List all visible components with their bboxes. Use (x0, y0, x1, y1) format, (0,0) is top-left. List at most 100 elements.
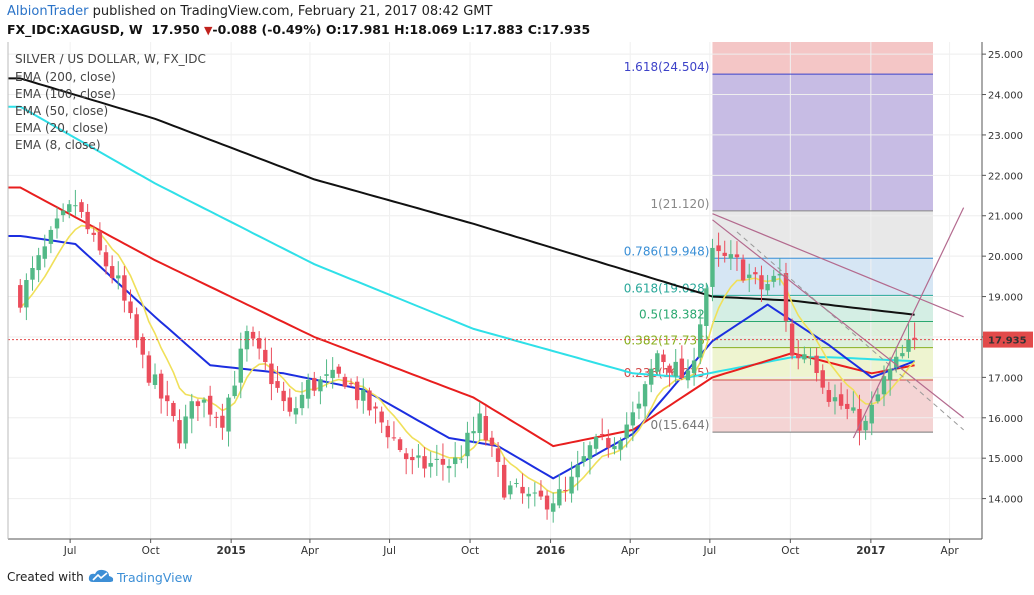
candle-body (452, 457, 458, 465)
candle-body (808, 356, 813, 358)
candle-body (802, 354, 807, 360)
tradingview-link[interactable]: TradingView (117, 570, 193, 585)
candle-body (60, 210, 66, 216)
candle-body (495, 448, 501, 462)
x-tick-label: 2017 (856, 545, 885, 557)
candle-body (820, 370, 825, 388)
candle-body (36, 255, 41, 271)
candle-body (863, 420, 868, 431)
candle-body (710, 247, 715, 287)
candle-body (526, 493, 531, 497)
fib-label-0.5: 0.5(18.382) (639, 308, 709, 322)
candle-body (434, 458, 440, 460)
candle-body (379, 411, 384, 423)
low-label: L: (462, 22, 476, 37)
candle-body (514, 482, 519, 484)
candle-body (244, 331, 250, 350)
candle-body (177, 420, 182, 444)
tradingview-cloud-icon (88, 569, 114, 582)
candle-body (550, 503, 556, 512)
publish-header: AlbionTrader published on TradingView.co… (0, 0, 1034, 42)
candle-body (109, 266, 115, 279)
candle-body (403, 453, 409, 460)
candle-body (728, 254, 734, 259)
candle-body (483, 416, 489, 441)
y-tick-label: 19.000 (988, 293, 1023, 304)
candle-body (134, 314, 139, 341)
candle-body (342, 376, 348, 387)
candle-body (630, 412, 636, 426)
candle-body (103, 252, 109, 267)
candle-body (97, 231, 103, 251)
candle-body (48, 229, 54, 244)
candle-body (557, 489, 562, 506)
candle-body (336, 366, 341, 374)
candle-body (305, 379, 311, 399)
candle-body (587, 445, 593, 459)
candle-body (220, 415, 225, 428)
fib-extension-zone (712, 74, 933, 211)
down-arrow-icon: ▼ (203, 24, 213, 37)
fib-label-0: 0(15.644) (650, 418, 709, 432)
candle-body (667, 365, 672, 373)
candle-body (777, 273, 783, 276)
candle-body (636, 403, 642, 409)
fib-zone (712, 258, 933, 296)
x-tick-label: 2016 (536, 545, 565, 557)
candle-body (440, 458, 446, 465)
candle-body (397, 439, 403, 451)
candle-body (906, 339, 911, 352)
candle-body (796, 354, 801, 359)
candle-body (881, 376, 887, 395)
price-tag-label: 17.935 (988, 336, 1027, 347)
trendline[interactable] (712, 219, 964, 419)
author-link[interactable]: AlbionTrader (7, 4, 89, 19)
candle-body (373, 406, 378, 409)
candle-body (293, 408, 299, 415)
y-tick-label: 23.000 (988, 131, 1023, 142)
candle-body (183, 416, 188, 444)
candle-body (655, 353, 660, 372)
axes: 14.00015.00016.00017.00018.00019.00020.0… (7, 42, 1033, 557)
x-tick-label: Jul (703, 545, 717, 557)
candle-body (477, 413, 482, 433)
trendlines[interactable] (712, 207, 965, 439)
trendline[interactable] (852, 207, 965, 439)
candle-body (171, 402, 176, 417)
close-value: 17.935 (541, 22, 591, 37)
candle-body (538, 490, 544, 497)
fib-zone (712, 295, 933, 322)
candle-body (269, 363, 274, 385)
trendline[interactable] (712, 213, 964, 318)
candle-body (740, 259, 746, 281)
legend-entry: EMA (50, close) (15, 104, 108, 118)
candle-body (256, 338, 262, 349)
x-tick-label: Apr (621, 545, 640, 557)
candle-body (226, 397, 231, 432)
x-tick-label: Jul (382, 545, 396, 557)
fib-label-0.382: 0.382(17.736) (624, 334, 710, 348)
y-tick-label: 17.000 (988, 373, 1023, 384)
candle-body (73, 205, 78, 207)
candle-body (85, 211, 90, 230)
candle-body (704, 288, 709, 326)
candle-body (593, 436, 599, 449)
y-tick-label: 21.000 (988, 212, 1023, 223)
price-chart[interactable]: 1.618(24.504) 1(21.120) 0.786(19.948) 0.618… (0, 42, 1034, 560)
candle-body (532, 492, 538, 494)
legend-entry: EMA (20, close) (15, 121, 108, 135)
candle-body (312, 378, 317, 391)
candle-body (520, 486, 525, 494)
symbol-quote: FX_IDC:XAGUSD, W 17.950 ▼-0.088 (-0.49%)… (7, 22, 590, 37)
candle-body (691, 360, 697, 374)
last-price: 17.950 (151, 22, 200, 37)
candle-body (673, 361, 678, 377)
candle-body (152, 374, 158, 385)
y-tick-label: 15.000 (988, 454, 1023, 465)
x-tick-label: Oct (781, 545, 799, 557)
candle-body (489, 437, 495, 446)
candle-body (428, 463, 433, 467)
candle-body (30, 267, 35, 280)
fib-label-0.786: 0.786(19.948) (624, 244, 710, 258)
legend-entry: EMA (200, close) (15, 70, 116, 84)
